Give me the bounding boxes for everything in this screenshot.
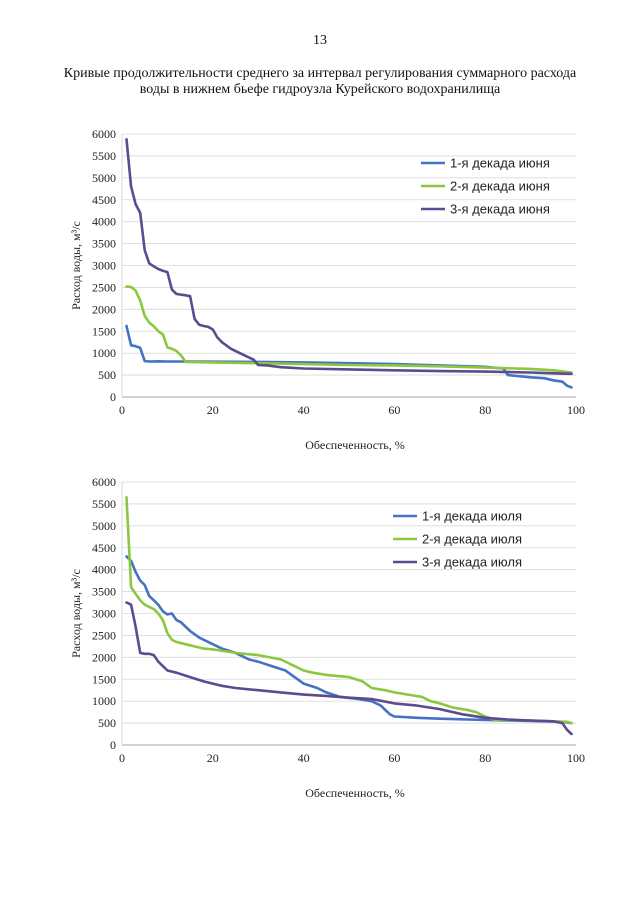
x-tick-label: 80 bbox=[479, 403, 491, 417]
legend-label-1: 1-я декада июля bbox=[422, 509, 522, 524]
y-tick-label: 1000 bbox=[92, 694, 116, 708]
y-axis-title: Расход воды, м³/с bbox=[69, 569, 83, 658]
y-tick-label: 5500 bbox=[92, 497, 116, 511]
legend-label-1: 1-я декада июня bbox=[450, 156, 550, 171]
y-tick-label: 3000 bbox=[92, 259, 116, 273]
y-tick-label: 500 bbox=[98, 368, 116, 382]
y-tick-label: 5500 bbox=[92, 149, 116, 163]
y-tick-label: 2000 bbox=[92, 302, 116, 316]
x-tick-label: 20 bbox=[207, 751, 219, 765]
y-tick-label: 1500 bbox=[92, 324, 116, 338]
y-tick-label: 0 bbox=[110, 390, 116, 404]
series-line-3 bbox=[125, 601, 573, 736]
series-line-2 bbox=[125, 496, 573, 725]
x-tick-label: 0 bbox=[119, 403, 125, 417]
y-tick-label: 4000 bbox=[92, 563, 116, 577]
y-tick-label: 2000 bbox=[92, 650, 116, 664]
y-tick-label: 5000 bbox=[92, 519, 116, 533]
document-title: Кривые продолжительности среднего за инт… bbox=[40, 66, 600, 98]
x-tick-label: 100 bbox=[567, 751, 585, 765]
x-tick-label: 60 bbox=[388, 403, 400, 417]
y-tick-label: 2500 bbox=[92, 628, 116, 642]
series-line-2 bbox=[125, 285, 573, 374]
legend-label-2: 2-я декада июня bbox=[450, 179, 550, 194]
x-axis-title: Обеспеченность, % bbox=[305, 786, 405, 800]
x-tick-label: 40 bbox=[298, 403, 310, 417]
x-tick-label: 60 bbox=[388, 751, 400, 765]
x-tick-label: 40 bbox=[298, 751, 310, 765]
y-tick-label: 6000 bbox=[92, 475, 116, 489]
flow-duration-chart-july: 0500100015002000250030003500400045005000… bbox=[69, 475, 585, 800]
x-axis-title: Обеспеченность, % bbox=[305, 438, 405, 452]
flow-duration-chart-june: 0500100015002000250030003500400045005000… bbox=[69, 127, 585, 452]
y-tick-label: 4500 bbox=[92, 193, 116, 207]
y-tick-label: 6000 bbox=[92, 127, 116, 141]
series-line-3 bbox=[125, 138, 573, 376]
legend-label-3: 3-я декада июня bbox=[450, 202, 550, 217]
legend-label-2: 2-я декада июля bbox=[422, 532, 522, 547]
y-tick-label: 3500 bbox=[92, 237, 116, 251]
document-title-line-2: воды в нижнем бьефе гидроузла Курейского… bbox=[139, 82, 501, 97]
series-line-1 bbox=[125, 555, 573, 725]
y-tick-label: 500 bbox=[98, 716, 116, 730]
series-line-1 bbox=[125, 324, 573, 389]
document-title-line-1: Кривые продолжительности среднего за инт… bbox=[63, 66, 577, 81]
y-tick-label: 4000 bbox=[92, 215, 116, 229]
y-tick-label: 3000 bbox=[92, 607, 116, 621]
x-tick-label: 0 bbox=[119, 751, 125, 765]
x-tick-label: 20 bbox=[207, 403, 219, 417]
y-tick-label: 1500 bbox=[92, 672, 116, 686]
x-tick-label: 80 bbox=[479, 751, 491, 765]
y-tick-label: 5000 bbox=[92, 171, 116, 185]
x-tick-label: 100 bbox=[567, 403, 585, 417]
y-tick-label: 3500 bbox=[92, 585, 116, 599]
y-tick-label: 2500 bbox=[92, 280, 116, 294]
y-tick-label: 4500 bbox=[92, 541, 116, 555]
y-tick-label: 1000 bbox=[92, 346, 116, 360]
legend-label-3: 3-я декада июля bbox=[422, 555, 522, 570]
y-axis-title: Расход воды, м³/с bbox=[69, 221, 83, 310]
page-number: 13 bbox=[313, 33, 327, 48]
y-tick-label: 0 bbox=[110, 738, 116, 752]
